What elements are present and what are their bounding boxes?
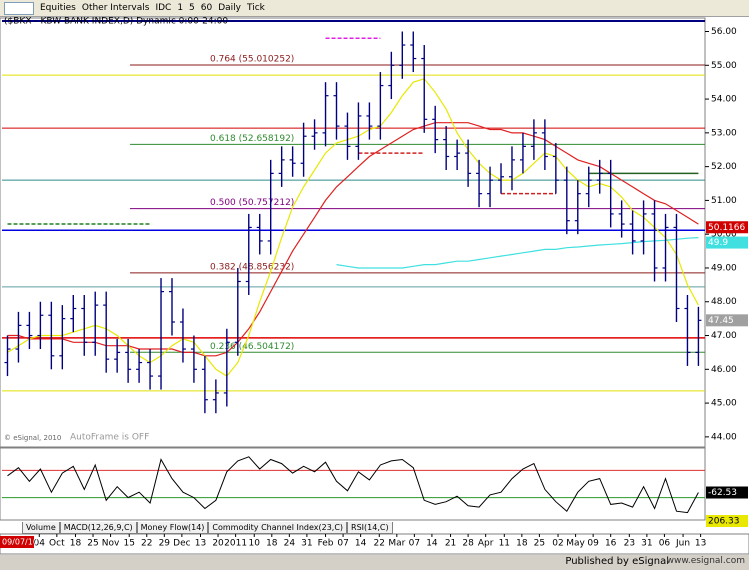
y-tick-label: 44.00 xyxy=(711,432,737,442)
x-tick-label: Apr xyxy=(478,539,494,549)
readout-box xyxy=(706,221,748,234)
readout-box xyxy=(706,515,748,527)
x-tick-label: 28 xyxy=(462,539,474,549)
x-tick-label: 04 xyxy=(34,539,46,549)
cursor-date: 09/07/10 xyxy=(2,538,38,547)
x-tick-label: Dec xyxy=(173,539,190,549)
x-tick-label: 24 xyxy=(284,539,296,549)
y-tick-label: 53.00 xyxy=(711,128,737,138)
date-axis xyxy=(0,533,749,555)
y-tick-label: 45.00 xyxy=(711,399,737,409)
x-tick-label: Mar xyxy=(388,539,405,549)
fib-label: 0.764 (55.010252) xyxy=(210,54,294,64)
x-tick-label: 14 xyxy=(426,539,438,549)
oscillator-panel xyxy=(0,447,706,521)
cursor-date-box xyxy=(0,536,34,548)
url: www.esignal.com xyxy=(666,556,745,566)
x-tick-label: 23 xyxy=(624,539,635,549)
x-tick-label: Oct xyxy=(49,539,65,549)
x-tick-label: 22 xyxy=(141,539,152,549)
x-tick-label: 31 xyxy=(301,539,312,549)
note: AutoFrame is OFF xyxy=(70,433,149,443)
x-tick-label: 29 xyxy=(159,539,171,549)
y-tick-label: 55.00 xyxy=(711,61,737,71)
x-tick-label: 09 xyxy=(587,539,599,549)
toolbar-item[interactable]: IDC xyxy=(155,3,172,13)
y-tick-label: 56.00 xyxy=(711,27,737,37)
x-tick-label: 13 xyxy=(195,539,206,549)
x-tick-label: 06 xyxy=(659,539,671,549)
x-tick-label: 25 xyxy=(534,539,545,549)
y-tick-label: 46.00 xyxy=(711,365,737,375)
readout-box xyxy=(706,236,748,249)
x-tick-label: 11 xyxy=(499,539,510,549)
x-tick-label: 18 xyxy=(70,539,82,549)
x-tick-label: 21 xyxy=(445,539,456,549)
x-tick-label: 20 xyxy=(212,539,224,549)
fib-label: 0.500 (50.757212) xyxy=(210,198,294,208)
tab[interactable]: Volume xyxy=(22,522,60,534)
x-tick-label: 14 xyxy=(355,539,367,549)
x-tick-label: 31 xyxy=(641,539,652,549)
note: © eSignal, 2010 xyxy=(4,434,61,442)
y-tick-label: 52.00 xyxy=(711,162,737,172)
x-tick-label: 18 xyxy=(516,539,528,549)
footer: Published by eSignal www.esignal.com xyxy=(0,555,749,570)
tab[interactable]: MACD(12,26,9,C) xyxy=(59,522,137,534)
moving-average xyxy=(336,237,699,269)
toolbar-item[interactable]: Daily xyxy=(218,3,242,13)
readout: 50.1166 xyxy=(708,223,745,233)
x-tick-label: Nov xyxy=(102,539,120,549)
y-tick-label: 50.00 xyxy=(711,230,737,240)
fib-label: 0.618 (52.658192) xyxy=(210,134,294,144)
toolbar-item[interactable]: 5 xyxy=(189,3,195,13)
moving-average xyxy=(7,122,699,357)
x-tick-label: 15 xyxy=(123,539,134,549)
oscillator-line xyxy=(7,456,699,514)
readout-box xyxy=(706,314,748,327)
price-panel xyxy=(0,17,706,448)
publisher: Published by eSignal xyxy=(565,556,669,567)
toolbar-item[interactable]: Tick xyxy=(247,3,265,13)
x-tick-label: 07 xyxy=(337,539,348,549)
readout-box xyxy=(706,486,748,499)
x-tick-label: Jun xyxy=(675,539,690,549)
chart-title: ($BKX - KBW BANK INDEX,D) Dynamic 0:00-2… xyxy=(4,17,228,27)
y-tick-label: 49.00 xyxy=(711,263,737,273)
indicator-tabs: Volume MACD(12,26,9,C) Money Flow(14) Co… xyxy=(0,522,393,534)
readout: 49.9 xyxy=(708,238,728,248)
y-tick-label: 51.00 xyxy=(711,196,737,206)
x-tick-label: 13 xyxy=(695,539,706,549)
moving-average xyxy=(7,78,699,377)
x-tick-label: 16 xyxy=(605,539,617,549)
tab[interactable]: Money Flow(14) xyxy=(136,522,209,534)
x-tick-label: 18 xyxy=(266,539,278,549)
symbol-box[interactable] xyxy=(4,1,34,15)
readout: -62.53 xyxy=(708,488,737,498)
toolbar-item[interactable]: Other Intervals xyxy=(81,3,150,13)
x-tick-label: May xyxy=(566,539,585,549)
toolbar: Equities Other Intervals IDC 1 5 60 Dail… xyxy=(0,0,749,17)
fib-label: 0.236 (46.504172) xyxy=(210,342,294,352)
tab[interactable]: Commodity Channel Index(23,C) xyxy=(208,522,348,534)
x-tick-label: 10 xyxy=(249,539,261,549)
x-tick-label: 2011 xyxy=(224,539,247,549)
fib-label: 0.382 (48.856232) xyxy=(210,262,294,272)
tab[interactable]: RSI(14,C) xyxy=(347,522,393,534)
x-tick-label: 25 xyxy=(87,539,98,549)
x-tick-label: 22 xyxy=(374,539,385,549)
y-tick-label: 47.00 xyxy=(711,331,737,341)
y-tick-label: 48.00 xyxy=(711,297,737,307)
toolbar-item[interactable]: 60 xyxy=(200,3,213,13)
x-tick-label: Feb xyxy=(318,539,334,549)
toolbar-item[interactable]: 1 xyxy=(177,3,184,13)
y-tick-label: 54.00 xyxy=(711,95,737,105)
toolbar-item[interactable]: Equities xyxy=(40,3,76,13)
x-tick-label: 07 xyxy=(409,539,420,549)
readout: 206.33 xyxy=(708,517,740,527)
readout: 47.45 xyxy=(708,316,734,326)
x-tick-label: 02 xyxy=(552,539,563,549)
